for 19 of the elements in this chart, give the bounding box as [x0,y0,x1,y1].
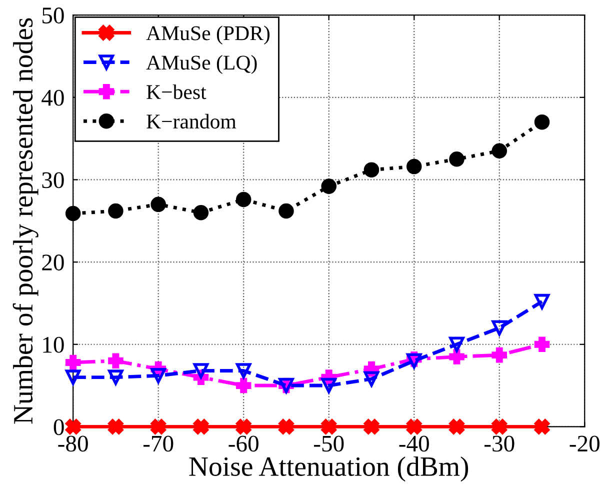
y-tick-label: 40 [42,90,64,106]
legend-label: K−random [146,114,236,129]
y-tick-label: 30 [42,172,64,188]
x-tick-label: -20 [570,436,600,452]
x-tick-label: -60 [228,436,258,452]
x-tick-label: -40 [399,436,429,452]
x-tick-label: -50 [314,436,344,452]
y-axis-title: Number of poorly represented nodes [12,18,38,424]
x-tick-label: -70 [143,436,174,452]
legend-label: K−best [146,84,206,100]
legend-label: AMuSe (PDR) [146,26,270,44]
x-tick-label: -30 [484,436,514,452]
x-axis-title: Noise Attenuation (dBm) [189,456,468,482]
legend-label: AMuSe (LQ) [146,55,257,74]
y-tick-label: 50 [42,8,64,24]
y-tick-label: 10 [43,336,64,353]
x-tick-label: -80 [58,436,88,452]
y-tick-label: 0 [54,419,64,436]
y-tick-label: 20 [42,254,64,270]
